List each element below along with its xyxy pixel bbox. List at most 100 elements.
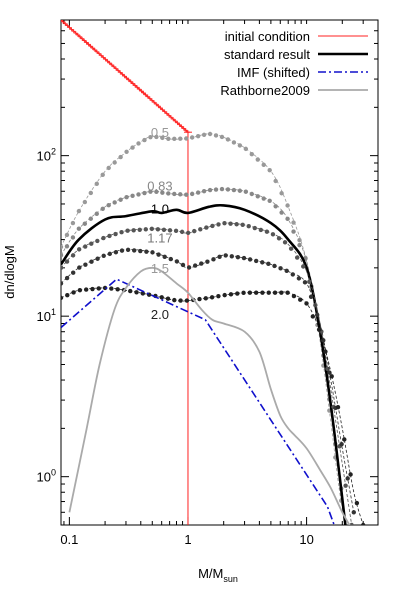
series-point-initial bbox=[101, 55, 106, 60]
series-point-initial bbox=[82, 38, 87, 43]
series-point-s05 bbox=[82, 199, 88, 205]
series-point-s083 bbox=[166, 191, 171, 196]
series-point-s20 bbox=[216, 293, 221, 299]
series-point-s20 bbox=[172, 297, 177, 303]
series-point-s20 bbox=[65, 292, 70, 298]
series-point-s05 bbox=[166, 136, 171, 141]
series-point-s05 bbox=[249, 151, 255, 157]
series-point-s15 bbox=[150, 250, 155, 255]
series-point-s05 bbox=[106, 165, 111, 171]
series-point-s15 bbox=[302, 280, 308, 285]
series-point-s20 bbox=[285, 290, 290, 295]
series-point-s117 bbox=[240, 222, 245, 227]
series-point-s083 bbox=[88, 216, 94, 221]
series-point-s083 bbox=[249, 191, 255, 197]
series-point-s15 bbox=[253, 258, 259, 264]
series-point-s20 bbox=[272, 290, 278, 295]
series-point-s05 bbox=[94, 181, 99, 187]
series-point-s05 bbox=[201, 132, 207, 137]
series-point-initial bbox=[118, 70, 123, 75]
series-point-s083 bbox=[178, 192, 183, 197]
series-point-s05 bbox=[130, 145, 135, 150]
series-point-s05 bbox=[345, 530, 349, 534]
series-point-s20 bbox=[235, 291, 240, 296]
series-point-s117 bbox=[198, 227, 203, 232]
series-point-s117 bbox=[349, 522, 354, 525]
series-point-s117 bbox=[294, 255, 300, 260]
series-point-initial bbox=[120, 72, 125, 77]
series-point-s15 bbox=[321, 338, 326, 343]
series-point-s117 bbox=[107, 233, 112, 239]
series-point-s117 bbox=[155, 227, 161, 232]
series-point-s117 bbox=[264, 229, 270, 234]
series-point-s083 bbox=[345, 530, 349, 534]
series-point-s20 bbox=[348, 472, 353, 477]
series-point-s117 bbox=[288, 246, 294, 251]
series-point-s083 bbox=[243, 189, 249, 194]
series-point-s117 bbox=[95, 238, 100, 244]
series-point-initial bbox=[69, 27, 74, 32]
series-point-s05 bbox=[61, 244, 64, 250]
series-point-s15 bbox=[229, 254, 234, 259]
series-point-s15 bbox=[144, 249, 149, 254]
series-point-s117 bbox=[210, 223, 215, 229]
series-point-s05 bbox=[178, 136, 183, 141]
plot-frame bbox=[60, 19, 379, 526]
series-point-s083 bbox=[207, 187, 213, 193]
series-point-s20 bbox=[83, 287, 89, 292]
series-point-s15 bbox=[156, 252, 161, 257]
series-point-s20 bbox=[96, 286, 101, 291]
series-point-s20 bbox=[329, 374, 334, 379]
series-point-initial bbox=[63, 21, 68, 26]
series-point-s05 bbox=[285, 203, 290, 208]
series-point-s05 bbox=[237, 143, 243, 148]
series-point-s083 bbox=[219, 186, 225, 192]
series-point-s117 bbox=[246, 224, 251, 229]
series-point-s05 bbox=[172, 136, 177, 142]
legend-label: initial condition bbox=[225, 29, 310, 44]
x-axis-label-subscript: sun bbox=[223, 574, 238, 584]
series-point-s05 bbox=[261, 162, 266, 168]
series-point-s117 bbox=[125, 228, 130, 233]
series-point-initial bbox=[109, 62, 114, 67]
series-point-s15 bbox=[211, 257, 216, 262]
series-point-s20 bbox=[197, 296, 202, 302]
series-standard bbox=[61, 203, 347, 525]
series-point-s083 bbox=[261, 196, 266, 201]
series-point-s117 bbox=[270, 232, 276, 237]
series-point-s05 bbox=[88, 190, 94, 196]
series-point-s15 bbox=[186, 265, 192, 270]
series-point-s15 bbox=[89, 259, 94, 264]
series-imf bbox=[61, 278, 336, 525]
series-point-s05 bbox=[136, 141, 141, 146]
series-point-initial bbox=[105, 59, 110, 64]
series-point-s083 bbox=[160, 190, 165, 195]
series-point-s05 bbox=[189, 135, 195, 140]
series-point-initial bbox=[164, 111, 169, 116]
series-point-s083 bbox=[136, 192, 141, 197]
series-point-s083 bbox=[285, 216, 290, 222]
series-point-initial bbox=[137, 87, 142, 92]
series-point-s05 bbox=[207, 131, 213, 137]
series-point-s20 bbox=[159, 295, 164, 300]
series-point-s05 bbox=[142, 137, 147, 143]
series-point-initial bbox=[175, 120, 180, 125]
series-point-initial bbox=[143, 92, 148, 97]
series-point-s15 bbox=[223, 253, 228, 258]
series-point-s05 bbox=[279, 191, 284, 196]
curve-label: 1.0 bbox=[151, 201, 169, 216]
series-point-s15 bbox=[61, 281, 64, 286]
series-point-initial bbox=[103, 57, 108, 62]
series-point-initial bbox=[141, 90, 146, 95]
series-point-s05 bbox=[100, 172, 105, 177]
series-point-initial bbox=[65, 23, 70, 28]
series-point-s117 bbox=[101, 235, 106, 241]
series-point-initial bbox=[73, 31, 78, 36]
series-point-s117 bbox=[64, 259, 70, 264]
series-point-s15 bbox=[260, 260, 265, 265]
series-point-s20 bbox=[90, 286, 95, 292]
series-point-s20 bbox=[115, 287, 120, 292]
series-point-s20 bbox=[109, 286, 114, 291]
series-point-initial bbox=[71, 29, 76, 34]
curve-label: 0.83 bbox=[147, 179, 172, 194]
